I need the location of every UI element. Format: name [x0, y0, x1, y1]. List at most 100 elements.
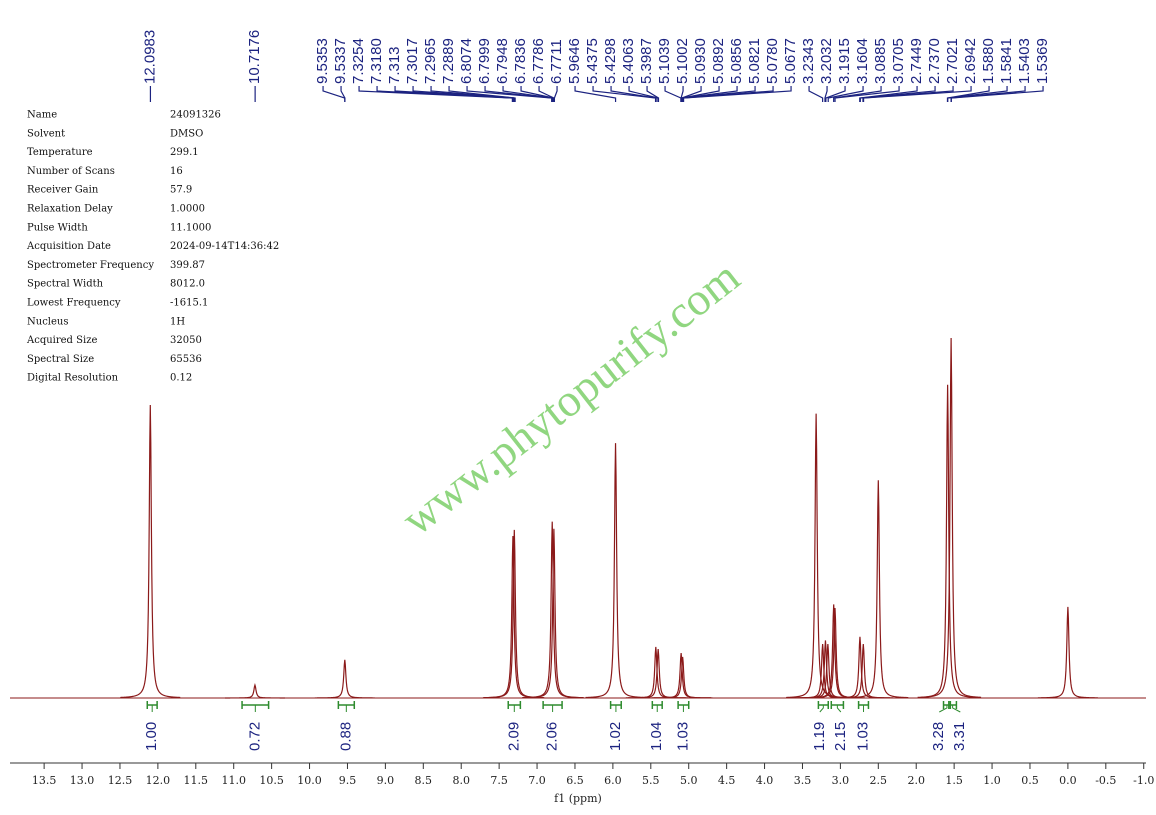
param-value: 299.1	[170, 147, 199, 158]
label-connector	[484, 86, 553, 102]
spectrum-peak	[120, 404, 181, 699]
label-connector	[950, 86, 1044, 102]
peak-label: 3.0885	[872, 38, 889, 84]
peak-label: 9.5337	[332, 38, 349, 84]
integral-connector	[819, 705, 824, 713]
peak-label: 5.1039	[656, 38, 673, 84]
param-name: Acquisition Date	[26, 241, 111, 252]
peak-label: 3.2343	[800, 38, 817, 84]
peak-label: 12.0983	[141, 30, 158, 84]
peak-label: 3.1915	[836, 38, 853, 84]
peak-label: 5.3987	[638, 38, 655, 84]
peak-label: 5.4375	[584, 38, 601, 84]
param-name: Solvent	[27, 128, 65, 139]
watermark: www.phytopurify.com	[392, 250, 749, 545]
x-tick-label: 9.0	[377, 774, 395, 787]
x-tick-label: 11.5	[184, 774, 209, 787]
param-value: 57.9	[170, 185, 192, 196]
label-connector	[502, 86, 554, 102]
peak-label: 10.7176	[246, 30, 263, 84]
x-tick-label: 10.0	[297, 774, 322, 787]
peak-label: 3.1604	[854, 38, 871, 84]
param-value: 2024-09-14T14:36:42	[170, 241, 279, 252]
x-tick-label: 8.0	[452, 774, 470, 787]
x-tick-label: 10.5	[259, 774, 284, 787]
label-connector	[833, 86, 882, 102]
peak-label: 6.7786	[530, 38, 547, 84]
integral-label: 0.72	[246, 722, 263, 751]
peak-label: 2.7021	[944, 38, 961, 84]
param-name: Spectral Width	[27, 279, 104, 290]
spectrum-peak	[585, 443, 646, 699]
label-connector	[808, 86, 824, 102]
label-connector	[646, 86, 660, 102]
param-value: DMSO	[170, 128, 203, 139]
label-connector	[950, 86, 1026, 102]
x-tick-label: 0.5	[1021, 774, 1039, 787]
peak-label: 5.0930	[692, 38, 709, 84]
integral-label: 1.00	[143, 722, 160, 751]
param-value: 65536	[170, 354, 202, 365]
label-connector	[681, 86, 702, 102]
peak-label: 5.1002	[674, 38, 691, 84]
spectrum-peak	[833, 643, 894, 699]
x-tick-label: 4.0	[756, 774, 774, 787]
x-tick-label: -1.0	[1133, 774, 1154, 787]
peak-label: 5.4063	[620, 38, 637, 84]
label-connector	[824, 86, 828, 102]
param-name: Pulse Width	[27, 222, 88, 233]
integral-label: 2.09	[505, 722, 522, 751]
integral-label: 0.88	[337, 722, 354, 751]
integral-label: 3.31	[951, 722, 968, 751]
label-connector	[610, 86, 657, 102]
peak-label: 7.3017	[404, 38, 421, 84]
label-connector	[682, 86, 792, 102]
label-connector	[825, 86, 846, 102]
spectrum-peak	[848, 480, 909, 699]
spectrum-peak	[652, 656, 713, 699]
integral-label: 1.19	[811, 722, 828, 751]
peak-label: 2.7449	[908, 38, 925, 84]
x-tick-label: 2.5	[870, 774, 888, 787]
label-connector	[592, 86, 657, 102]
integral-label: 1.02	[607, 722, 624, 751]
param-value: 1H	[170, 316, 185, 327]
param-value: 24091326	[170, 110, 221, 121]
label-connector	[947, 86, 1008, 102]
label-connector	[553, 86, 558, 102]
peak-label: 7.313	[386, 46, 403, 84]
integral-label: 1.03	[854, 722, 871, 751]
param-value: 8012.0	[170, 279, 205, 290]
spectrum-peak	[523, 528, 584, 699]
param-name: Temperature	[27, 147, 93, 158]
label-connector	[664, 86, 682, 102]
peak-label: 6.7836	[512, 38, 529, 84]
integral-label: 2.06	[544, 722, 561, 751]
label-connector	[862, 86, 972, 102]
peak-label: 3.0705	[890, 38, 907, 84]
spectrum-peak	[625, 646, 686, 699]
peak-label: 3.2032	[818, 38, 835, 84]
x-tick-label: 12.0	[146, 774, 171, 787]
x-tick-label: 9.5	[339, 774, 357, 787]
label-connector	[834, 86, 900, 102]
peak-label: 9.5353	[314, 38, 331, 84]
x-tick-label: 1.0	[983, 774, 1001, 787]
peak-label: 6.7999	[476, 38, 493, 84]
x-tick-label: 7.0	[528, 774, 546, 787]
peak-label: 6.7948	[494, 38, 511, 84]
x-tick-label: 4.5	[718, 774, 736, 787]
label-connector	[682, 86, 774, 102]
spectrum-peak	[797, 643, 858, 699]
x-tick-label: 0.0	[1059, 774, 1077, 787]
peak-label: 1.5880	[980, 38, 997, 84]
param-name: Receiver Gain	[27, 185, 99, 196]
x-tick-label: 13.0	[70, 774, 95, 787]
x-tick-label: 2.0	[907, 774, 925, 787]
spectrum-peak	[224, 682, 285, 699]
x-tick-label: 8.5	[415, 774, 433, 787]
x-tick-label: 3.5	[794, 774, 812, 787]
param-value: 11.1000	[170, 222, 211, 233]
x-tick-label: 3.0	[832, 774, 850, 787]
